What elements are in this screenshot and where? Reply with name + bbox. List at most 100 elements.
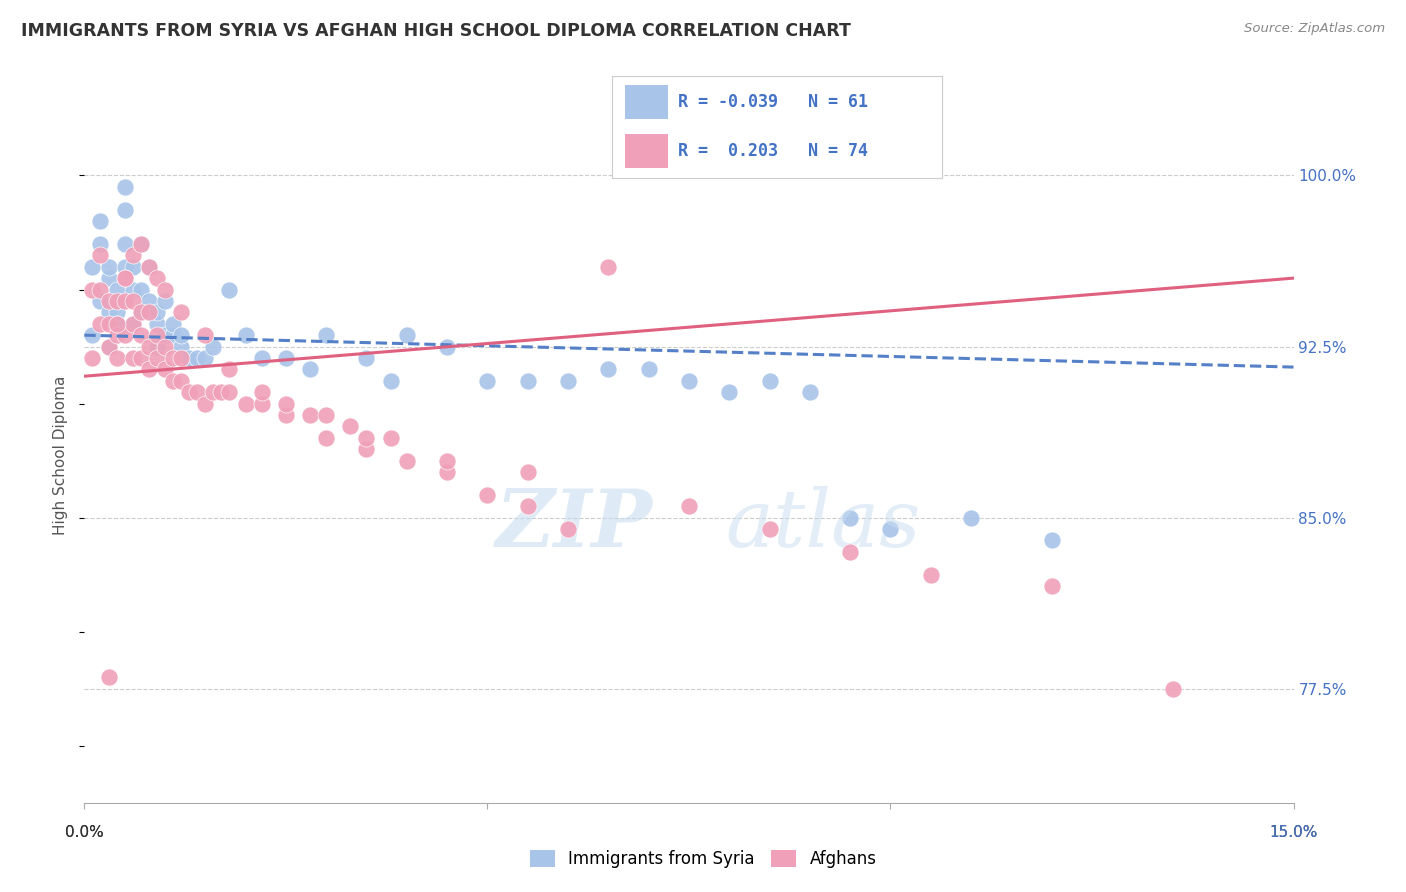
Point (105, 283, 128, 297)
Point (105, 305, 128, 319)
Text: R = -0.039   N = 61: R = -0.039 N = 61 (678, 93, 868, 111)
Point (194, 328, 217, 343)
Point (129, 305, 152, 319)
Point (194, 351, 217, 365)
Point (153, 340, 176, 354)
Point (170, 328, 193, 343)
Point (138, 362, 160, 376)
Text: atlas: atlas (725, 486, 921, 563)
Point (235, 328, 257, 343)
Text: 0.0%: 0.0% (65, 825, 104, 840)
Point (598, 260, 620, 274)
Point (121, 317, 143, 331)
Point (89, 317, 111, 331)
Point (114, 180, 136, 194)
Point (235, 396, 257, 410)
Point (557, 374, 579, 388)
Point (121, 283, 143, 297)
Point (82, 260, 104, 274)
Point (146, 271, 169, 285)
Bar (624, 135, 668, 168)
Point (516, 500, 538, 514)
Point (121, 317, 143, 331)
Point (114, 236, 136, 251)
Point (839, 545, 862, 559)
Point (121, 260, 143, 274)
Point (146, 305, 169, 319)
Point (839, 510, 862, 524)
Point (129, 236, 152, 251)
Point (114, 260, 136, 274)
Point (146, 317, 169, 331)
Point (436, 453, 458, 467)
Point (105, 317, 128, 331)
Point (129, 328, 152, 343)
Point (274, 408, 297, 422)
Point (114, 271, 136, 285)
Point (477, 488, 499, 502)
Point (250, 396, 273, 410)
Point (516, 465, 538, 479)
Point (153, 283, 176, 297)
Point (97, 317, 120, 331)
Point (162, 317, 184, 331)
Point (129, 236, 152, 251)
Point (121, 351, 143, 365)
Point (758, 374, 780, 388)
Text: ZIP: ZIP (496, 486, 652, 563)
Point (105, 317, 128, 331)
Point (678, 374, 700, 388)
Point (170, 305, 193, 319)
Point (315, 408, 337, 422)
Point (339, 419, 361, 434)
Point (82, 328, 104, 343)
Point (758, 522, 780, 536)
Point (960, 510, 983, 524)
Point (209, 385, 232, 400)
Point (129, 283, 152, 297)
Point (194, 396, 217, 410)
Point (186, 351, 208, 365)
Point (436, 340, 458, 354)
Point (97, 340, 120, 354)
Point (274, 351, 297, 365)
Point (146, 340, 169, 354)
Point (153, 362, 176, 376)
Point (105, 293, 128, 308)
Point (97, 340, 120, 354)
Point (146, 351, 169, 365)
Point (477, 374, 499, 388)
Legend: Immigrants from Syria, Afghans: Immigrants from Syria, Afghans (523, 843, 883, 875)
Point (315, 328, 337, 343)
Point (105, 328, 128, 343)
Point (380, 431, 402, 445)
Point (202, 340, 225, 354)
Point (250, 385, 273, 400)
Point (799, 385, 821, 400)
Point (170, 351, 193, 365)
Point (105, 351, 128, 365)
Point (129, 351, 152, 365)
Point (436, 465, 458, 479)
Point (1040, 533, 1063, 548)
Point (138, 340, 160, 354)
Point (89, 214, 111, 228)
Point (97, 271, 120, 285)
Point (218, 385, 240, 400)
Point (879, 522, 901, 536)
Point (718, 385, 741, 400)
Point (129, 305, 152, 319)
Point (162, 328, 184, 343)
Point (920, 567, 942, 582)
Point (162, 374, 184, 388)
Point (637, 362, 659, 376)
Point (380, 374, 402, 388)
Point (97, 293, 120, 308)
Point (395, 328, 418, 343)
Y-axis label: High School Diploma: High School Diploma (53, 376, 69, 534)
Point (356, 431, 378, 445)
Point (162, 351, 184, 365)
Point (89, 236, 111, 251)
Point (89, 283, 111, 297)
Point (678, 500, 700, 514)
